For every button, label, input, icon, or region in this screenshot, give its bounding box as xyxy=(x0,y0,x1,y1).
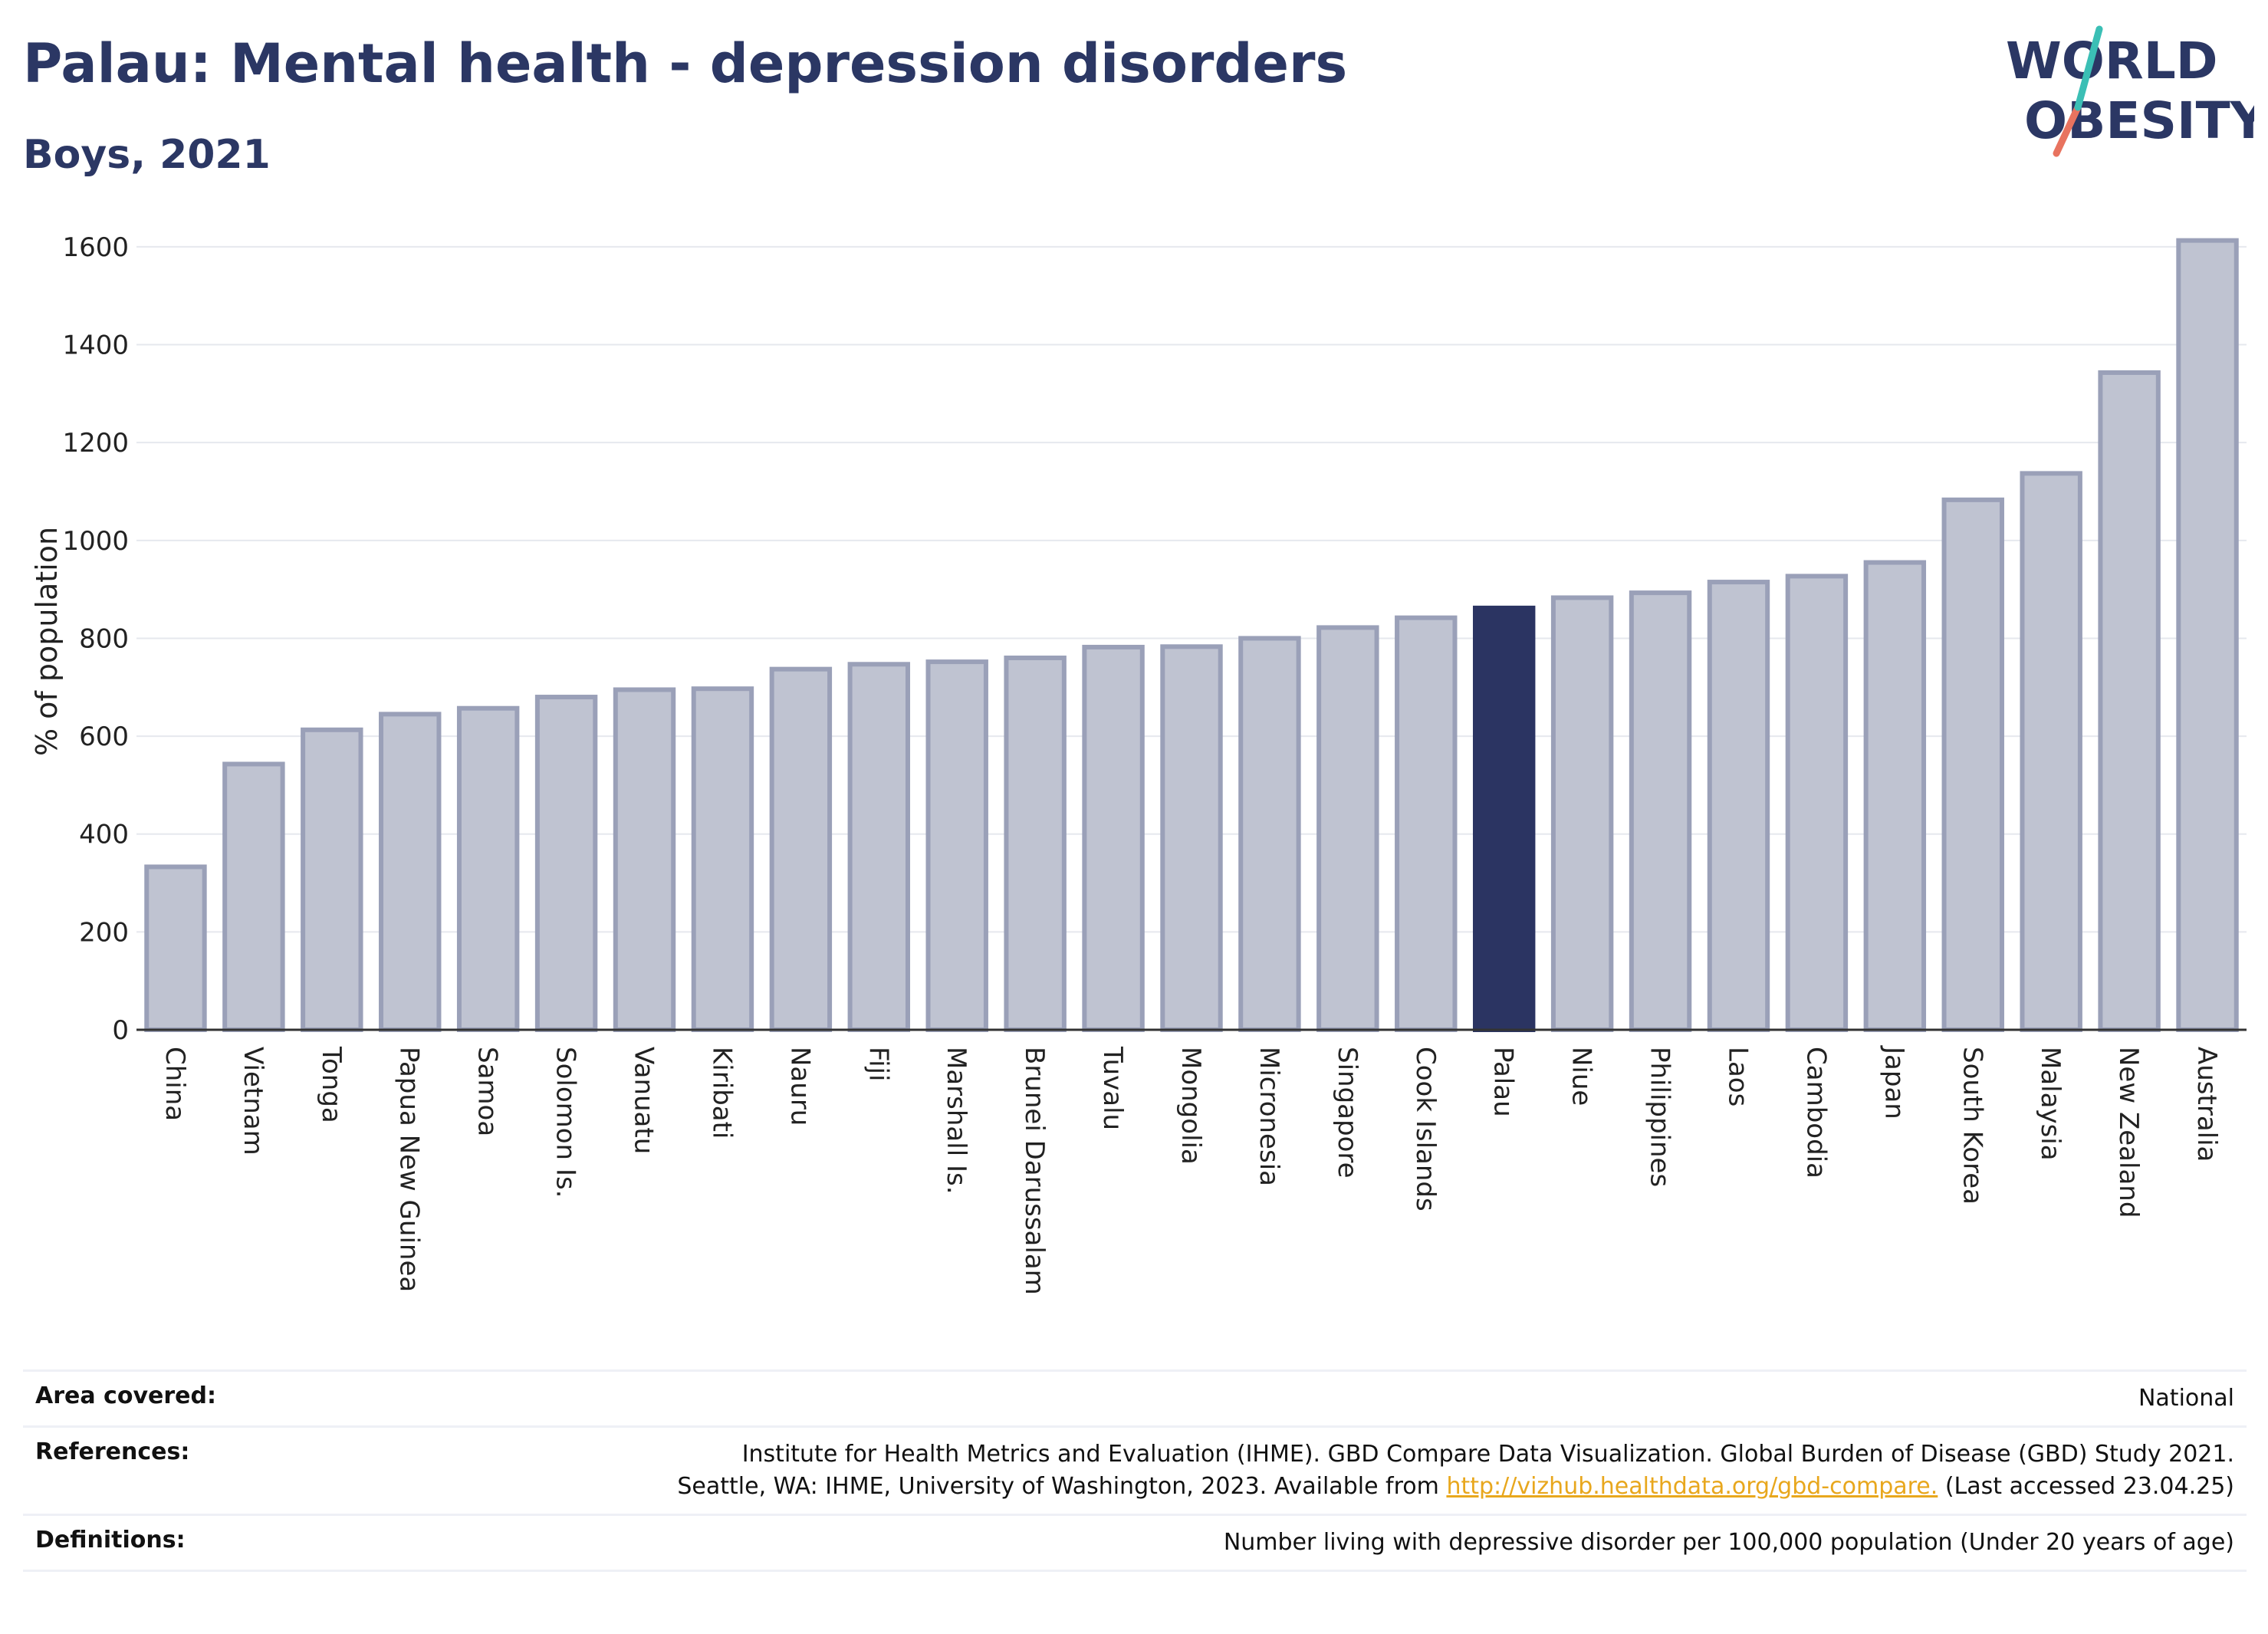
bar-brunei-darussalam xyxy=(1004,655,1067,1032)
bar-tuvalu xyxy=(1082,644,1145,1033)
y-tick-label: 1400 xyxy=(62,330,129,361)
bar-niue xyxy=(1550,595,1614,1032)
x-tick-label: South Korea xyxy=(1957,1047,1987,1205)
area-label: Area covered: xyxy=(23,1369,354,1427)
x-tick-label: Nauru xyxy=(784,1047,815,1126)
definitions-row: Definitions: Number living with depressi… xyxy=(23,1514,2247,1572)
bar-cambodia xyxy=(1785,574,1849,1032)
references-label: References: xyxy=(23,1425,354,1515)
area-value: National xyxy=(354,1369,2247,1427)
bar-solomon-is xyxy=(534,695,598,1032)
references-link[interactable]: http://vizhub.healthdata.org/gbd-compare… xyxy=(1446,1473,1938,1500)
x-tick-label: Singapore xyxy=(1332,1047,1362,1179)
bar-fiji xyxy=(847,662,911,1033)
references-value: Institute for Health Metrics and Evaluat… xyxy=(354,1425,2247,1515)
y-tick-label: 800 xyxy=(79,623,129,654)
x-tick-label: Micronesia xyxy=(1254,1047,1284,1186)
x-tick-label: Marshall Is. xyxy=(941,1047,971,1195)
references-line1: Institute for Health Metrics and Evaluat… xyxy=(741,1441,2234,1468)
y-tick-label: 0 xyxy=(112,1015,129,1046)
x-axis-labels: China Vietnam Tonga Papua New Guinea Samoa So… xyxy=(159,1045,2222,1295)
bar-samoa xyxy=(456,705,520,1032)
definitions-value: Number living with depressive disorder p… xyxy=(354,1514,2247,1572)
bar-china xyxy=(144,864,207,1033)
x-tick-label: Cook Islands xyxy=(1410,1047,1441,1212)
bar-new-zealand xyxy=(2098,370,2161,1032)
x-tick-label: Papua New Guinea xyxy=(394,1047,425,1292)
bar-japan xyxy=(1863,560,1927,1032)
bar-philippines xyxy=(1629,590,1692,1032)
x-tick-label: Malaysia xyxy=(2035,1047,2066,1161)
bar-vietnam xyxy=(222,761,285,1032)
x-tick-label: Samoa xyxy=(472,1047,503,1136)
logo-slash-red xyxy=(2053,104,2082,157)
x-tick-label: Japan xyxy=(1878,1045,1909,1119)
y-tick-label: 400 xyxy=(79,820,129,850)
x-tick-label: Philippines xyxy=(1645,1047,1675,1187)
bar-nauru xyxy=(769,666,833,1032)
world-obesity-logo: WORLD OBESITY xyxy=(2006,25,2254,157)
x-tick-label: Laos xyxy=(1722,1047,1753,1106)
references-row: References: Institute for Health Metrics… xyxy=(23,1425,2247,1515)
y-axis-ticks: 0 200 400 600 800 1000 1200 1400 1600 xyxy=(62,232,129,1046)
x-tick-label: Palau xyxy=(1488,1047,1519,1117)
bar-papua-new-guinea xyxy=(379,712,442,1032)
bar-marshall-is xyxy=(925,659,988,1032)
page-subtitle: Boys, 2021 xyxy=(23,132,271,178)
logo-slash-teal xyxy=(2074,25,2103,111)
y-tick-label: 200 xyxy=(79,917,129,948)
references-line2: Seattle, WA: IHME, University of Washing… xyxy=(677,1473,1439,1500)
y-tick-label: 1600 xyxy=(62,232,129,263)
x-tick-label: Tonga xyxy=(316,1046,347,1123)
x-tick-label: Mongolia xyxy=(1175,1047,1206,1165)
x-tick-label: Kiribati xyxy=(706,1047,737,1139)
bar-australia xyxy=(2176,238,2239,1033)
x-tick-label: Australia xyxy=(2191,1047,2222,1162)
logo-line1: WORLD xyxy=(2006,31,2218,90)
x-tick-label: Brunei Darussalam xyxy=(1019,1047,1050,1295)
bar-south-korea xyxy=(1941,497,2004,1032)
bar-chart: 0 200 400 600 800 1000 1200 1400 1600 China Vietn… xyxy=(30,232,2247,1295)
y-tick-label: 600 xyxy=(79,722,129,752)
x-tick-label: Tuvalu xyxy=(1097,1046,1128,1130)
y-tick-label: 1200 xyxy=(62,428,129,459)
bars xyxy=(144,238,2239,1033)
info-table: Area covered: National References: Insti… xyxy=(23,1369,2247,1572)
page-title: Palau: Mental health - depression disord… xyxy=(23,32,1348,95)
bar-micronesia xyxy=(1238,636,1301,1032)
x-tick-label: China xyxy=(159,1047,190,1121)
x-tick-label: Vanuatu xyxy=(629,1047,659,1154)
x-tick-label: Cambodia xyxy=(1800,1047,1831,1179)
area-row: Area covered: National xyxy=(23,1369,2247,1427)
bar-kiribati xyxy=(691,686,754,1032)
bar-vanuatu xyxy=(613,687,676,1032)
x-tick-label: Vietnam xyxy=(238,1047,268,1156)
x-tick-label: Niue xyxy=(1566,1047,1597,1106)
bar-laos xyxy=(1707,580,1770,1032)
bar-singapore xyxy=(1316,625,1379,1032)
bar-tonga xyxy=(301,727,363,1032)
x-tick-label: Fiji xyxy=(863,1047,893,1081)
definitions-label: Definitions: xyxy=(23,1514,354,1572)
references-accessed: (Last accessed 23.04.25) xyxy=(1944,1473,2234,1500)
bar-malaysia xyxy=(2020,471,2082,1032)
x-tick-label: New Zealand xyxy=(2113,1047,2144,1218)
bar-mongolia xyxy=(1160,644,1223,1032)
bar-palau xyxy=(1472,605,1536,1032)
y-axis-label: % of population xyxy=(30,527,64,756)
bar-cook-islands xyxy=(1395,615,1458,1032)
y-tick-label: 1000 xyxy=(62,526,129,557)
x-tick-label: Solomon Is. xyxy=(551,1047,581,1198)
